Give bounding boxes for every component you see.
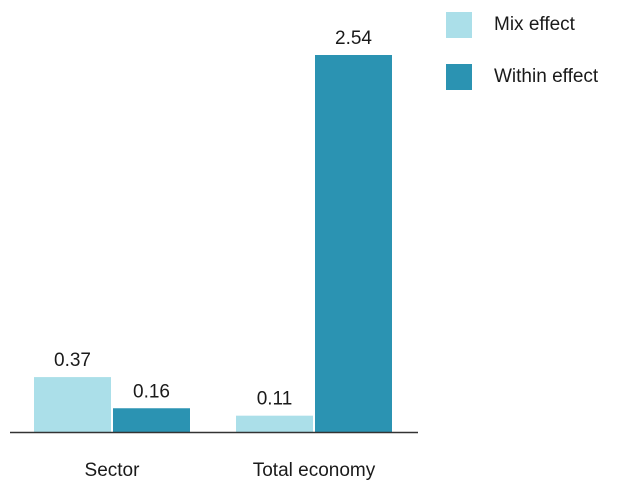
legend-label-within-effect: Within effect [494, 66, 599, 87]
bar-total-economy-mix-effect [236, 415, 313, 432]
data-label-total-economy-mix-effect: 0.11 [257, 389, 293, 410]
legend-swatch-mix-effect [446, 12, 472, 38]
bar-sector-mix-effect [34, 377, 111, 432]
x-tick-label-sector: Sector [85, 460, 141, 481]
legend-item-within-effect: Within effect [446, 62, 598, 92]
legend-swatch-within-effect [446, 64, 472, 90]
x-tick-label-total-economy: Total economy [253, 460, 376, 481]
legend: Mix effect Within effect [446, 10, 598, 114]
data-label-sector-mix-effect: 0.37 [54, 350, 91, 371]
bar-total-economy-within-effect [315, 55, 392, 432]
data-label-sector-within-effect: 0.16 [133, 381, 170, 402]
legend-item-mix-effect: Mix effect [446, 10, 598, 40]
bar-sector-within-effect [113, 408, 190, 432]
legend-label-mix-effect: Mix effect [494, 14, 575, 35]
data-label-total-economy-within-effect: 2.54 [335, 28, 372, 49]
